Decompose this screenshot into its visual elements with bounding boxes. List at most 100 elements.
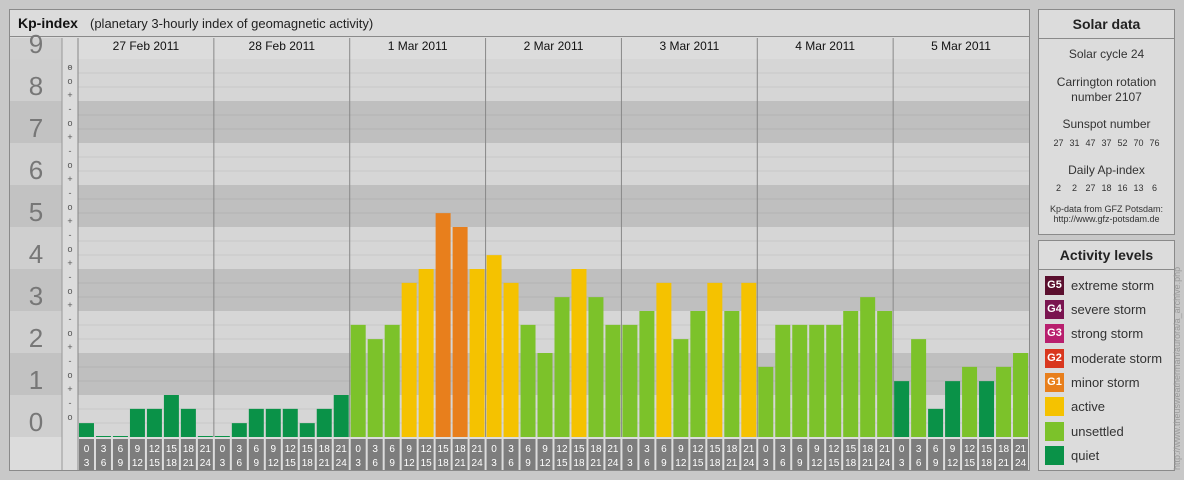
hour-cell xyxy=(928,439,944,470)
hour-cell xyxy=(452,439,468,470)
y-axis-cell xyxy=(10,143,62,185)
hour-start-label: 0 xyxy=(627,444,633,455)
hour-end-label: 15 xyxy=(285,458,297,469)
minor-tick-label: - xyxy=(69,398,72,408)
hour-start-label: 18 xyxy=(726,444,738,455)
day-label: 27 Feb 2011 xyxy=(113,39,180,53)
hour-end-label: 9 xyxy=(118,458,124,469)
hour-cell xyxy=(265,439,281,470)
minor-tick-label: - xyxy=(69,272,72,282)
hour-end-label: 24 xyxy=(1015,458,1027,469)
kp-bar xyxy=(792,324,808,437)
kp-band xyxy=(78,185,1029,227)
hour-cell xyxy=(894,439,910,470)
kp-band xyxy=(78,227,1029,269)
hour-end-label: 18 xyxy=(438,458,450,469)
hour-start-label: 12 xyxy=(149,444,161,455)
hour-cell xyxy=(554,439,570,470)
kp-bar xyxy=(95,436,111,437)
kp-bar xyxy=(418,269,434,437)
hour-cell xyxy=(129,439,145,470)
hour-end-label: 15 xyxy=(421,458,433,469)
hour-end-label: 9 xyxy=(254,458,260,469)
kp-bar xyxy=(112,436,128,437)
data-source-line-2: http://www.gfz-potsdam.de xyxy=(1053,214,1160,224)
y-axis-cell xyxy=(10,395,62,437)
kp-bar xyxy=(639,311,655,437)
hour-start-label: 6 xyxy=(118,444,124,455)
hour-end-label: 24 xyxy=(336,458,348,469)
hour-end-label: 15 xyxy=(149,458,161,469)
hour-cell xyxy=(588,439,604,470)
hour-cell xyxy=(146,439,162,470)
hour-end-label: 18 xyxy=(573,458,585,469)
hour-start-label: 15 xyxy=(438,444,450,455)
legend-label: quiet xyxy=(1071,447,1100,463)
legend-active: active xyxy=(1045,395,1105,417)
hour-start-label: 0 xyxy=(220,444,226,455)
y-tick-label: 8 xyxy=(29,71,43,101)
kp-bar xyxy=(384,324,400,437)
solar-data-heading: Solar data xyxy=(1039,10,1174,39)
hour-start-label: 15 xyxy=(166,444,178,455)
kp-bar xyxy=(979,381,995,437)
hour-cell xyxy=(299,439,315,470)
minor-tick-label: - xyxy=(69,188,72,198)
hour-start-label: 21 xyxy=(336,444,348,455)
y-axis-cell xyxy=(10,59,62,101)
hour-start-label: 3 xyxy=(508,444,514,455)
hour-start-label: 12 xyxy=(692,444,704,455)
hour-start-label: 15 xyxy=(981,444,993,455)
kp-bar xyxy=(452,227,468,437)
sunspot-value: 31 xyxy=(1069,138,1080,148)
hour-start-label: 6 xyxy=(254,444,260,455)
kp-bar xyxy=(299,423,315,437)
minor-tick-label: o xyxy=(67,160,72,170)
hour-end-label: 6 xyxy=(101,458,107,469)
hour-cell xyxy=(979,439,995,470)
sunspot-values: 27 31 47 37 52 70 76 xyxy=(1039,138,1174,148)
hour-end-label: 6 xyxy=(780,458,786,469)
kp-bar xyxy=(588,297,604,437)
hour-end-label: 21 xyxy=(183,458,195,469)
hour-start-label: 3 xyxy=(372,444,378,455)
carrington-line-2: number 2107 xyxy=(1071,90,1142,104)
ap-value: 16 xyxy=(1117,183,1128,193)
hour-end-label: 18 xyxy=(166,458,178,469)
hour-cell xyxy=(503,439,519,470)
hour-end-label: 3 xyxy=(84,458,90,469)
kp-band xyxy=(78,269,1029,311)
hour-cell xyxy=(996,439,1012,470)
hour-start-label: 21 xyxy=(879,444,891,455)
hour-start-label: 12 xyxy=(421,444,433,455)
hour-cell xyxy=(367,439,383,470)
legend-label: strong storm xyxy=(1071,325,1144,341)
hour-start-label: 18 xyxy=(862,444,874,455)
hour-start-label: 15 xyxy=(302,444,314,455)
ap-value: 18 xyxy=(1101,183,1112,193)
hour-end-label: 6 xyxy=(237,458,243,469)
minor-tick-label: - xyxy=(69,62,72,72)
sunspot-value: 37 xyxy=(1101,138,1112,148)
kp-bar xyxy=(809,324,825,437)
hour-end-label: 15 xyxy=(556,458,568,469)
ap-values: 2 2 27 18 16 13 6 xyxy=(1039,183,1174,193)
ap-value: 2 xyxy=(1071,183,1077,193)
ap-value: 13 xyxy=(1133,183,1144,193)
minor-tick-label: + xyxy=(67,90,72,100)
day-label: 1 Mar 2011 xyxy=(388,39,448,53)
kp-bar xyxy=(758,366,774,437)
hour-end-label: 18 xyxy=(845,458,857,469)
hour-end-label: 21 xyxy=(998,458,1010,469)
hour-cell xyxy=(911,439,927,470)
legend-swatch: G2 xyxy=(1045,348,1064,368)
kp-bar xyxy=(469,269,485,437)
hour-cell xyxy=(180,439,196,470)
ap-value: 27 xyxy=(1085,183,1096,193)
hour-start-label: 0 xyxy=(899,444,905,455)
legend-minor-storm: G1 minor storm xyxy=(1045,371,1140,393)
legend-label: extreme storm xyxy=(1071,277,1155,293)
legend-swatch xyxy=(1045,421,1064,441)
kp-bar xyxy=(435,213,451,437)
kp-bar xyxy=(571,269,587,437)
